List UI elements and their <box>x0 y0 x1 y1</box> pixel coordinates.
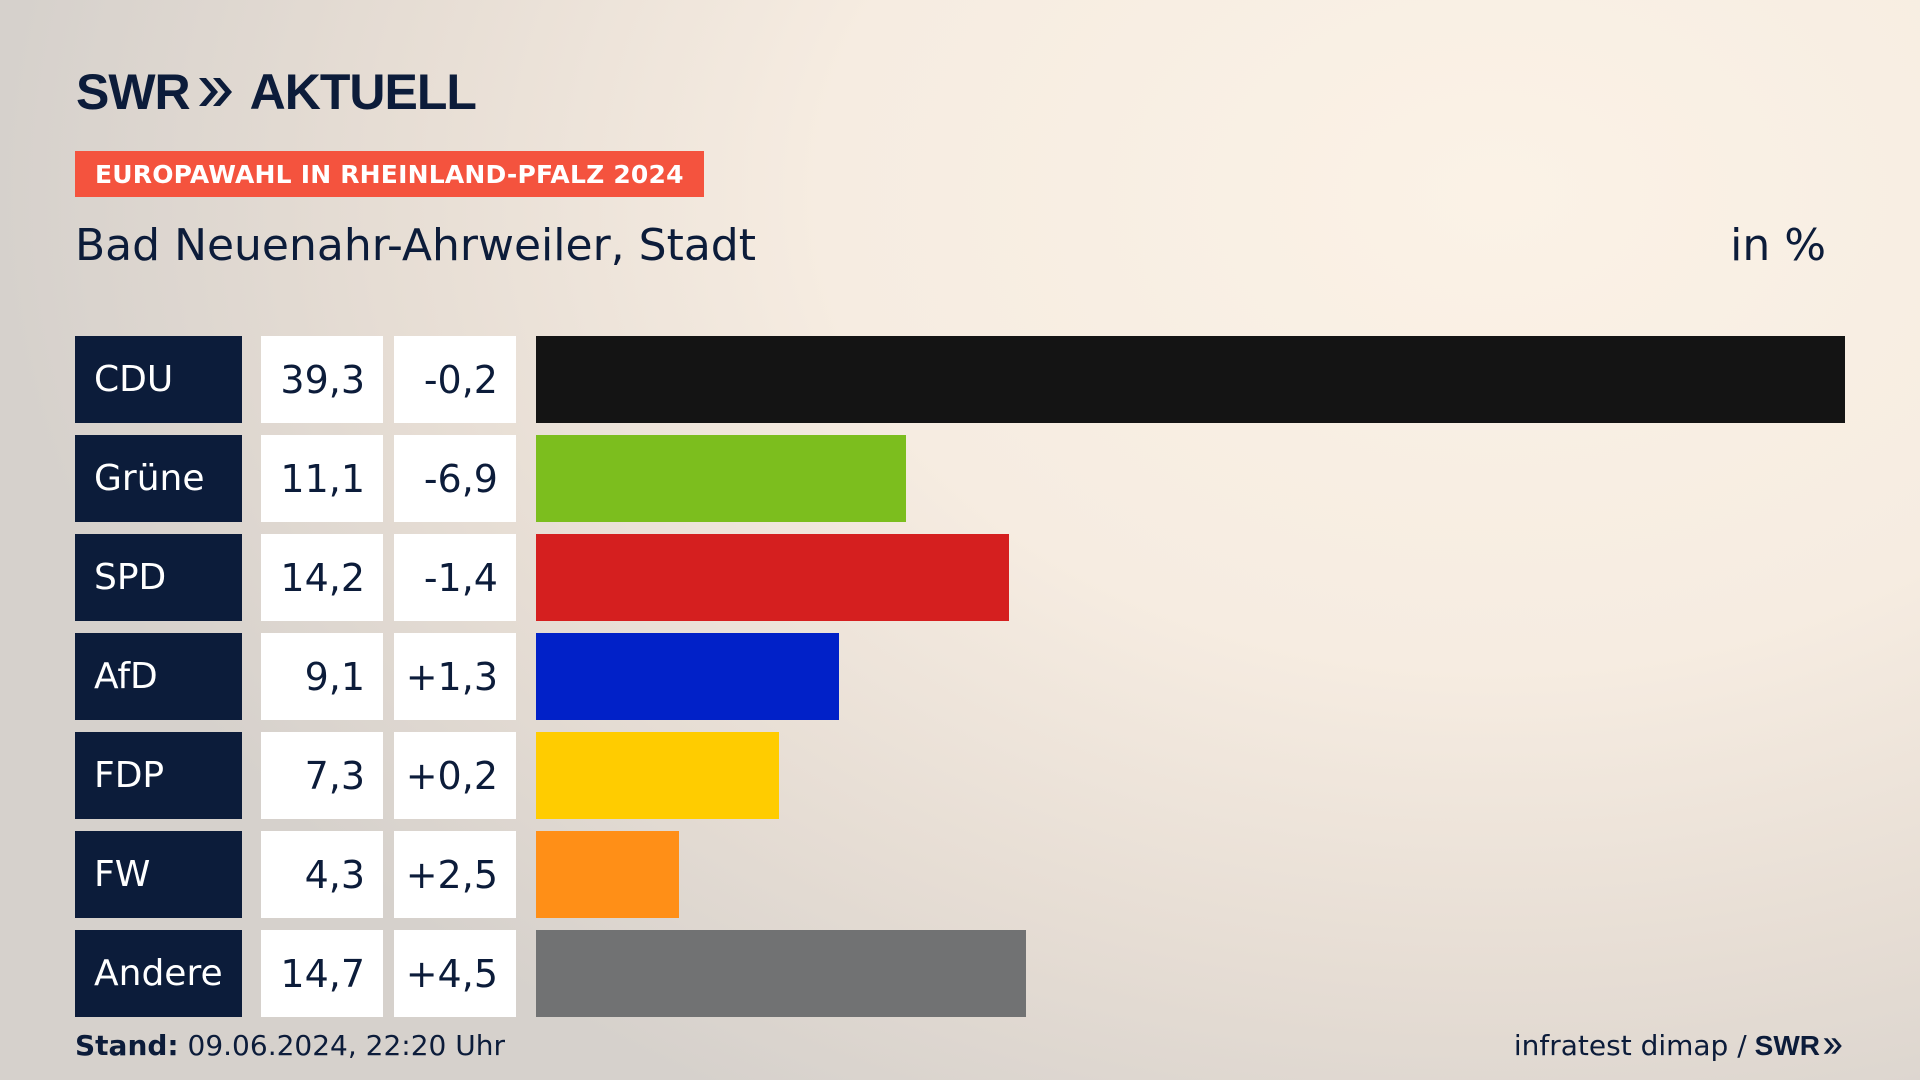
party-label: FDP <box>75 732 242 819</box>
change-label: +1,3 <box>394 633 516 720</box>
result-bar <box>536 336 1845 423</box>
result-bar <box>536 435 906 522</box>
source-logo-text: SWR <box>1754 1029 1820 1061</box>
source-credit: infratest dimap / SWR <box>1514 1029 1844 1062</box>
timestamp: Stand: 09.06.2024, 22:20 Uhr <box>75 1029 505 1062</box>
party-label: Grüne <box>75 435 242 522</box>
result-bar <box>536 831 679 918</box>
party-label: SPD <box>75 534 242 621</box>
vote-share-label: 11,1 <box>261 435 383 522</box>
result-bar <box>536 732 779 819</box>
source-text: infratest dimap / <box>1513 1029 1747 1062</box>
vote-share-label: 7,3 <box>261 732 383 819</box>
change-label: -1,4 <box>394 534 516 621</box>
double-chevron-icon <box>198 78 232 106</box>
vote-share-label: 39,3 <box>261 336 383 423</box>
vote-share-label: 9,1 <box>261 633 383 720</box>
logo-swr-text: SWR <box>76 64 191 120</box>
change-label: +0,2 <box>394 732 516 819</box>
logo-aktuell-text: AKTUELL <box>249 64 477 120</box>
vote-share-label: 14,2 <box>261 534 383 621</box>
result-bar <box>536 633 839 720</box>
swr-aktuell-logo: SWR AKTUELL <box>76 62 477 122</box>
election-badge: EUROPAWAHL IN RHEINLAND-PFALZ 2024 <box>75 151 704 197</box>
source-logo: SWR <box>1755 1030 1844 1062</box>
result-bar <box>536 534 1009 621</box>
change-label: +4,5 <box>394 930 516 1017</box>
party-label: CDU <box>75 336 242 423</box>
stand-label: Stand: <box>75 1029 179 1062</box>
vote-share-label: 14,7 <box>261 930 383 1017</box>
vote-share-label: 4,3 <box>261 831 383 918</box>
party-label: AfD <box>75 633 242 720</box>
change-label: +2,5 <box>394 831 516 918</box>
party-label: FW <box>75 831 242 918</box>
stand-value: 09.06.2024, 22:20 Uhr <box>187 1029 505 1062</box>
change-label: -0,2 <box>394 336 516 423</box>
unit-label: in % <box>1730 220 1826 271</box>
change-label: -6,9 <box>394 435 516 522</box>
double-chevron-icon <box>1823 1037 1842 1054</box>
chart-title: Bad Neuenahr-Ahrweiler, Stadt <box>75 220 756 271</box>
party-label: Andere <box>75 930 242 1017</box>
result-bar <box>536 930 1026 1017</box>
